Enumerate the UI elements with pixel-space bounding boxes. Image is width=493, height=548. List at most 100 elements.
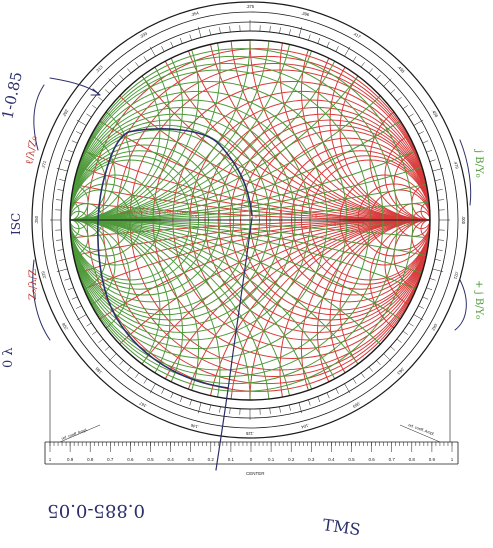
ring-tick [179,37,183,44]
scale-tick-labels: 1 0.9 0.8 0.7 0.6 0.5 0.4 0.3 0.2 0.1 0 0.1 0.2 0.3 0.… [49,457,454,462]
scale-tick-label: 0.1 [268,457,275,462]
ring-tick [422,296,429,300]
ring-tick [92,105,98,110]
ring-tick [413,314,424,321]
ring-tick [108,78,117,87]
ring-tick [396,338,402,343]
ring-tick [57,249,64,251]
ring-tick [426,287,433,291]
ring-tick [197,402,202,414]
ring-tick-label: .083 [351,401,361,410]
susceptance-arc [70,219,161,400]
ring-tick [92,330,98,335]
ring-tick [197,26,202,38]
reactance-arc [369,219,430,341]
ring-tick [437,199,444,201]
ring-tick [64,278,71,281]
ring-tick [422,140,429,144]
ring-tick [98,338,104,343]
scale-tick-label: 0.6 [368,457,375,462]
ring-tick [335,388,339,394]
scale-tick-label: 1 [451,457,454,462]
ring-tick [279,27,281,34]
ring-tick [298,402,303,414]
ring-tick [429,159,436,162]
scale-tick-label: 0.9 [429,457,436,462]
reactance-arc [393,219,430,293]
note-left-bottom: 0 λ [1,347,16,368]
ring-tick [402,105,408,110]
note-left-upper: ℓ/λ/Z₀ [24,135,40,165]
resistance-value-label: 0.2 [131,214,138,219]
reactance-arc [317,219,430,400]
ring-tick [209,29,211,36]
ring-tick-label: .458 [431,108,440,118]
ring-tick-label: .313 [94,64,104,74]
ring-tick [352,378,357,384]
ring-tick [179,396,183,403]
scale-tick-label: 0.8 [87,457,94,462]
ring-tick [432,167,444,172]
reactance-arc [384,219,430,311]
ring-tick [161,388,165,394]
ring-tick-label: .271 [40,160,47,170]
ring-tick [71,140,78,144]
scale-tick-label: 0.1 [228,457,235,462]
ring-tick [170,392,174,399]
ring-tick [57,189,64,191]
scale-tick-label: 1 [49,457,52,462]
ring-tick [219,27,221,34]
ring-tick [413,119,424,126]
ring-tick-label: .104 [300,423,310,430]
ring-tick [368,68,373,74]
ring-tick [390,89,396,94]
reactance-arc [393,147,430,221]
ring-tick [344,383,351,394]
ring-tick [326,392,330,399]
susceptance-arc [70,40,183,221]
ring-tick [418,131,424,135]
right-arc-lower [454,279,467,331]
left-arc-arrow-up [33,84,45,151]
note-isc: ISC [9,213,23,235]
ring-tick-label: .167 [138,400,148,409]
ring-tick [108,353,117,362]
ring-tick [127,68,132,74]
ring-tick [76,305,82,309]
ring-tick-label: .354 [190,10,200,17]
ring-tick [368,366,373,372]
resistance-value-labels: 0.2 0.5 1.0 2.0 5.0 [131,214,378,219]
ring-tick [289,404,291,411]
ring-tick [326,41,330,48]
scale-tick-label: 0.5 [348,457,355,462]
ring-tick [436,249,443,251]
ring-tick [119,360,124,366]
ring-tick [76,131,82,135]
note-top-left: 1-0.85 [0,70,26,121]
ring-tick [56,199,63,201]
reactance-arc [300,40,430,221]
ring-tick [56,167,68,172]
susceptance-arc [70,219,371,400]
reactance-arc [317,40,430,221]
ring-tick [209,404,211,411]
ring-tick-label: .396 [301,10,311,17]
resistance-value-label: 0.5 [191,214,198,219]
note-bottom-main: 0.885-0.05 [47,500,145,521]
ring-tick-label: .042 [430,322,439,332]
ring-tick [390,346,396,351]
reactance-arc [249,40,430,221]
reactance-arc [329,219,430,400]
note-right-upper: j B/Y₀ [473,149,484,178]
arrow-head [90,88,101,96]
ring-tick [376,360,381,366]
ring-tick-label: .208 [61,321,70,331]
ring-tick [432,268,444,273]
ring-tick [396,97,402,102]
ring-tick [56,239,63,241]
ring-tick-label: .146 [190,423,200,430]
ring-tick [344,46,351,57]
scale-tick-label: 0.6 [127,457,134,462]
ring-tick-label: .292 [61,108,70,118]
scale-tick-label: 0.9 [67,457,74,462]
